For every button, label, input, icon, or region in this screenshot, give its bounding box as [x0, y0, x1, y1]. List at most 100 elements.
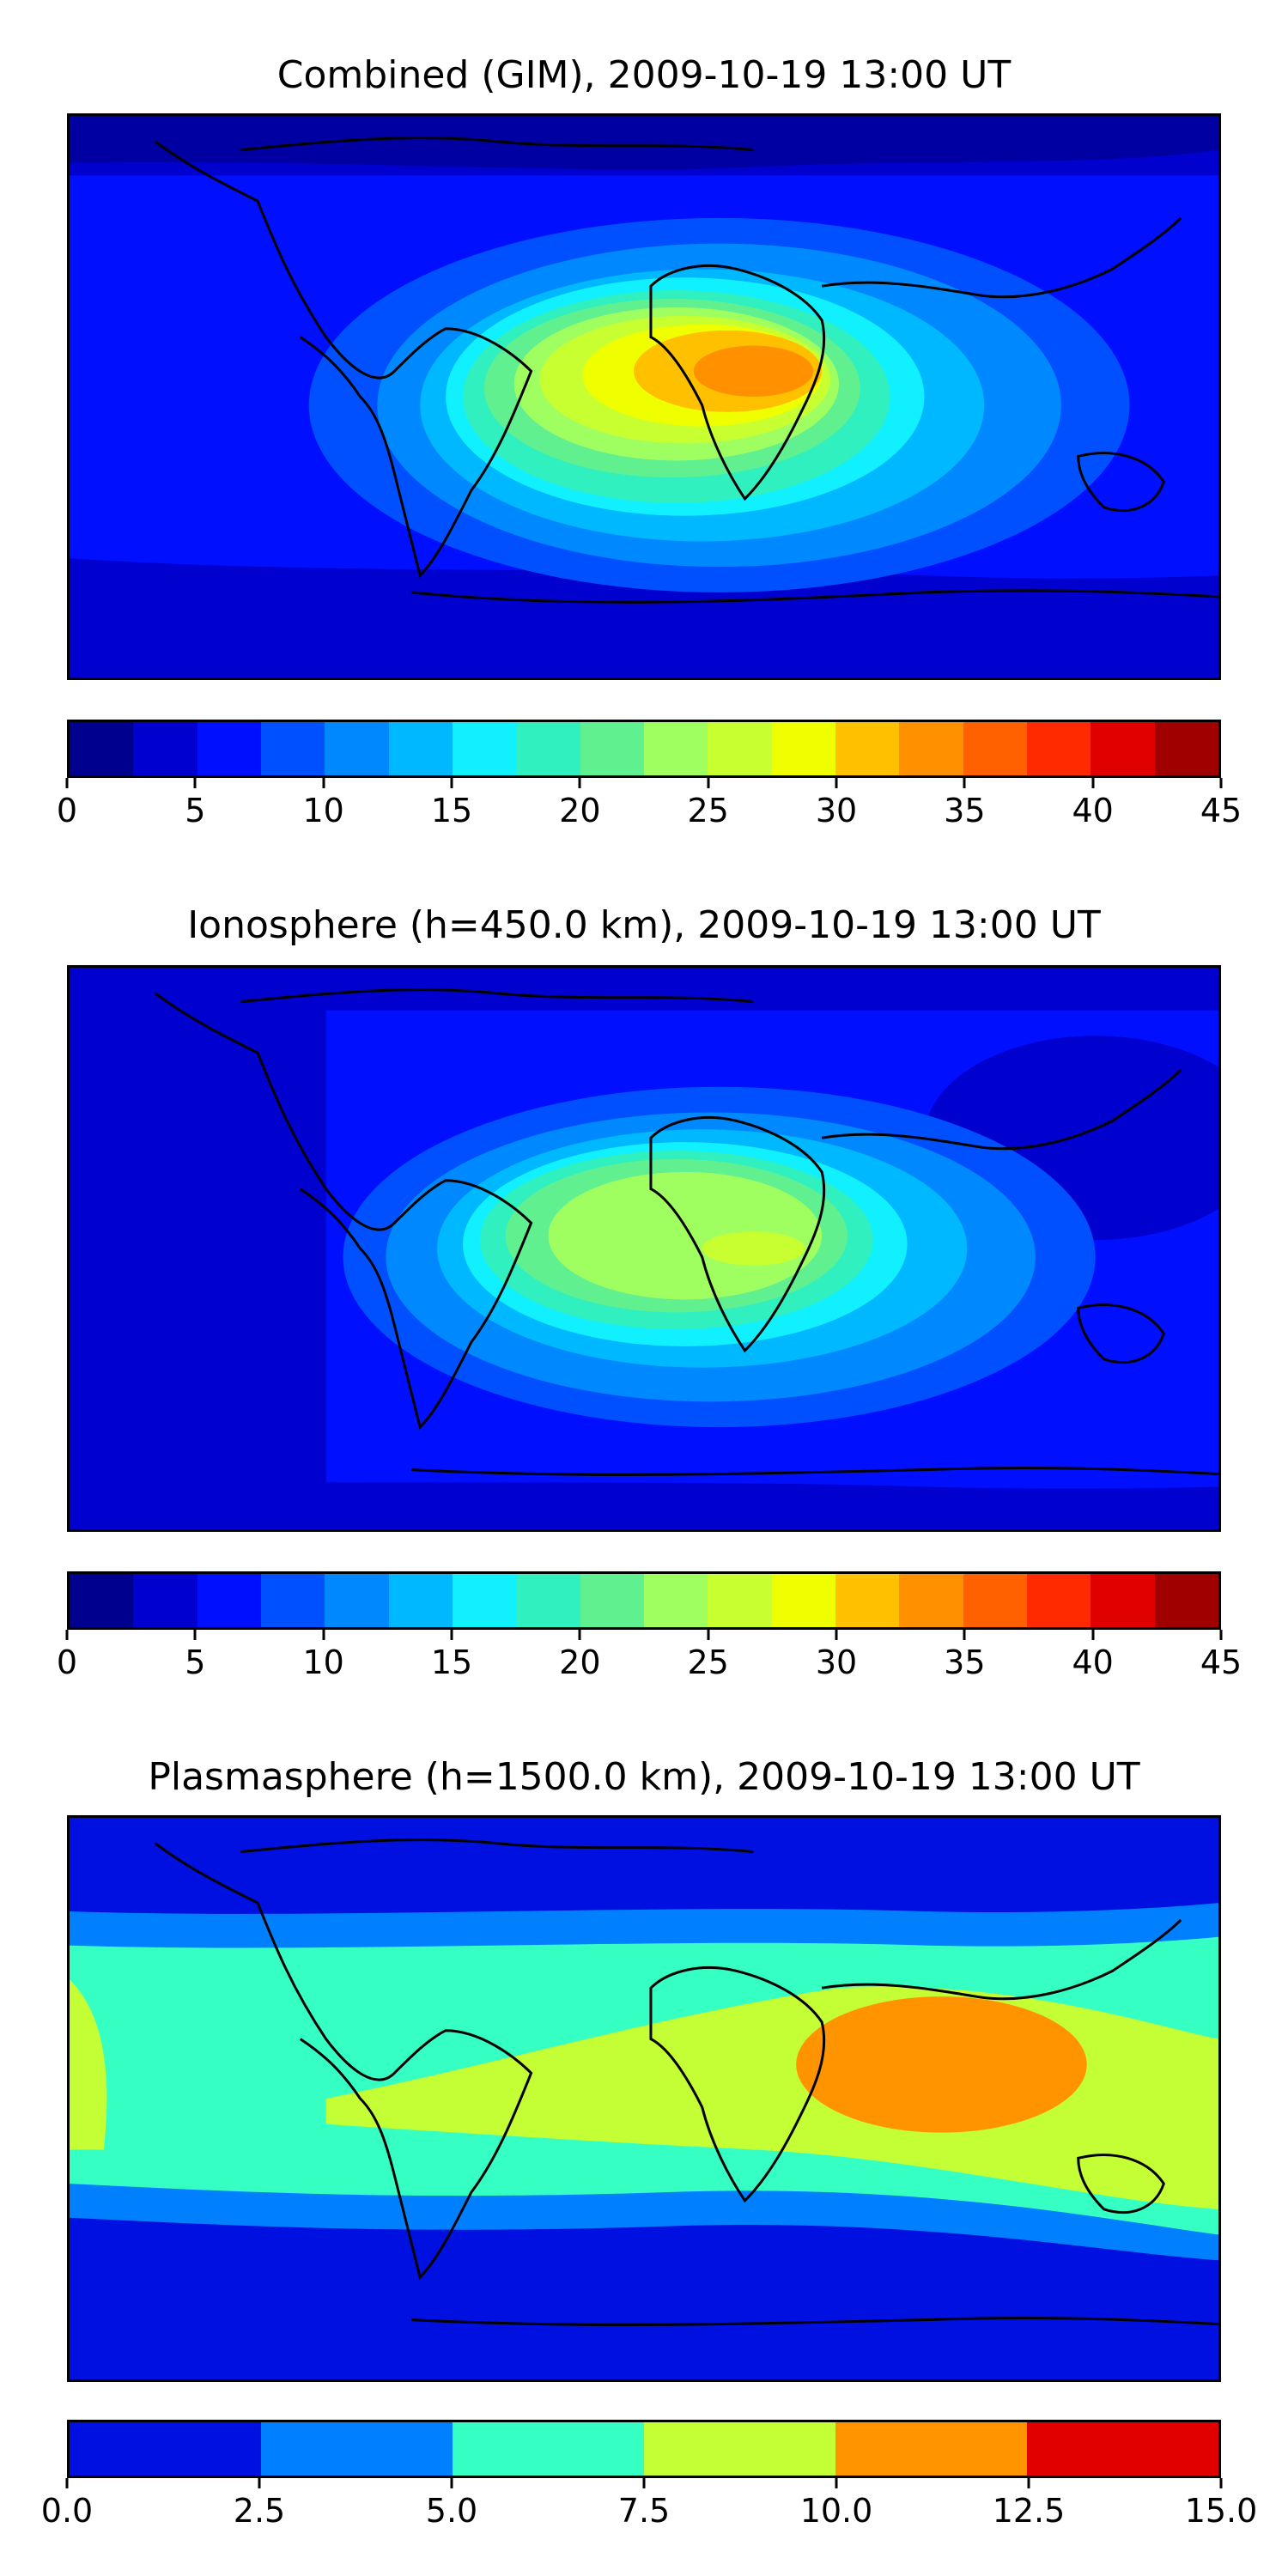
colorbar-tick-mark [707, 1630, 710, 1640]
colorbar-tick-mark [65, 2478, 69, 2488]
combined-tec-map [67, 113, 1221, 680]
colorbar-tick-mark [963, 778, 966, 788]
colorbar-segment [260, 1574, 325, 1627]
colorbar-tick-mark [450, 1630, 453, 1640]
colorbar-segment [963, 1574, 1027, 1627]
colorbar-tick-mark [322, 1630, 325, 1640]
colorbar-tick-label: 45 [1200, 792, 1242, 829]
colorbar-tick-mark [1091, 778, 1095, 788]
colorbar-segment [771, 1574, 835, 1627]
colorbar-tick-mark [963, 1630, 966, 1640]
colorbar-tick-label: 45 [1200, 1643, 1242, 1681]
colorbar-tick-label: 12.5 [992, 2492, 1066, 2530]
colorbar-tick-label: 5 [185, 792, 206, 829]
colorbar-tick-label: 30 [815, 1643, 858, 1681]
coastlines [154, 1838, 1218, 2326]
colorbar-segment [453, 2422, 644, 2476]
colorbar-segment [643, 1574, 708, 1627]
colorbar-tick-label: 35 [944, 792, 986, 829]
colorbar-segment [1091, 722, 1155, 775]
contour-dark-west [70, 968, 326, 1529]
colorbar-tick-mark [835, 2478, 838, 2488]
colorbar-tick-mark [450, 778, 453, 788]
colorbar-tick-label: 15.0 [1184, 2492, 1258, 2530]
contour-south-dark [70, 1478, 1218, 1529]
colorbar-tick-mark [1219, 1630, 1223, 1640]
colorbar-tick-mark [258, 2478, 261, 2488]
colorbar-tick-mark [193, 778, 197, 788]
colorbar-tick-mark [707, 778, 710, 788]
colorbar-segment [580, 1574, 644, 1627]
panel-1-title: Combined (GIM), 2009-10-19 13:00 UT [276, 53, 1012, 97]
coastlines [154, 137, 1218, 604]
colorbar-tick-label: 25 [687, 792, 729, 829]
polar-band-north [70, 968, 1218, 1011]
panel-2-title: Ionosphere (h=450.0 km), 2009-10-19 13:0… [187, 903, 1101, 947]
panel-3-title: Plasmasphere (h=1500.0 km), 2009-10-19 1… [148, 1755, 1140, 1799]
colorbar-tick-label: 20 [559, 1643, 601, 1681]
colorbar-tick-label: 0 [56, 1643, 78, 1681]
colorbar-segment [197, 1574, 261, 1627]
coastlines [154, 988, 1218, 1476]
colorbar-segment [835, 722, 900, 775]
colorbar-segment [835, 1574, 900, 1627]
colorbar-tick-mark [193, 1630, 197, 1640]
colorbar-tick-label: 15 [430, 792, 473, 829]
colorbar-tick-mark [578, 1630, 581, 1640]
colorbar-segment [899, 722, 963, 775]
colorbar-tick-mark [65, 1630, 69, 1640]
colorbar-segment [260, 722, 325, 775]
colorbar-tick-mark [65, 778, 69, 788]
colorbar-tick-mark [1219, 2478, 1223, 2488]
colorbar-tick-mark [450, 2478, 453, 2488]
colorbar-tick-label: 0 [56, 792, 78, 829]
plasmasphere-tec-map [67, 1815, 1221, 2382]
colorbar-segment [70, 2422, 261, 2476]
panel-2-colorbar [67, 1571, 1221, 1630]
colorbar-segment [452, 1574, 517, 1627]
colorbar-segment [1026, 722, 1091, 775]
colorbar-tick-label: 40 [1072, 1643, 1114, 1681]
colorbar-segment [963, 722, 1027, 775]
colorbar-segment [70, 1574, 134, 1627]
colorbar-segment [835, 2422, 1027, 2476]
colorbar-tick-mark [1219, 778, 1223, 788]
contour-35 [693, 345, 814, 397]
panel-3-colorbar [67, 2420, 1221, 2478]
contour-10 [796, 1996, 1087, 2133]
ionosphere-tec-map [67, 965, 1221, 1532]
contour-25 [548, 1171, 823, 1300]
colorbar-segment [643, 722, 708, 775]
panel-1-colorbar [67, 720, 1221, 778]
contour-7-5-west [70, 1979, 107, 2150]
colorbar-segment [580, 722, 644, 775]
colorbar-tick-label: 20 [559, 792, 601, 829]
colorbar-segment [644, 2422, 835, 2476]
contour-dark-north [70, 116, 1218, 170]
colorbar-segment [1154, 722, 1218, 775]
colorbar-segment [388, 1574, 453, 1627]
colorbar-tick-label: 10 [302, 792, 344, 829]
colorbar-tick-label: 35 [944, 1643, 986, 1681]
colorbar-segment [1026, 1574, 1091, 1627]
colorbar-tick-mark [835, 1630, 838, 1640]
colorbar-tick-label: 10 [302, 1643, 344, 1681]
colorbar-tick-mark [322, 778, 325, 788]
colorbar-segment [899, 1574, 963, 1627]
colorbar-tick-label: 5.0 [425, 2492, 478, 2530]
colorbar-tick-mark [835, 778, 838, 788]
colorbar-segment [516, 1574, 580, 1627]
colorbar-segment [388, 722, 453, 775]
colorbar-segment [261, 2422, 453, 2476]
colorbar-segment [708, 722, 772, 775]
colorbar-tick-label: 15 [430, 1643, 473, 1681]
colorbar-tick-label: 10.0 [799, 2492, 873, 2530]
colorbar-segment [1027, 2422, 1218, 2476]
colorbar-segment [325, 1574, 389, 1627]
colorbar-segment [133, 722, 197, 775]
colorbar-segment [133, 1574, 197, 1627]
colorbar-segment [1154, 1574, 1218, 1627]
colorbar-segment [197, 722, 261, 775]
colorbar-segment [452, 722, 517, 775]
colorbar-segment [708, 1574, 772, 1627]
